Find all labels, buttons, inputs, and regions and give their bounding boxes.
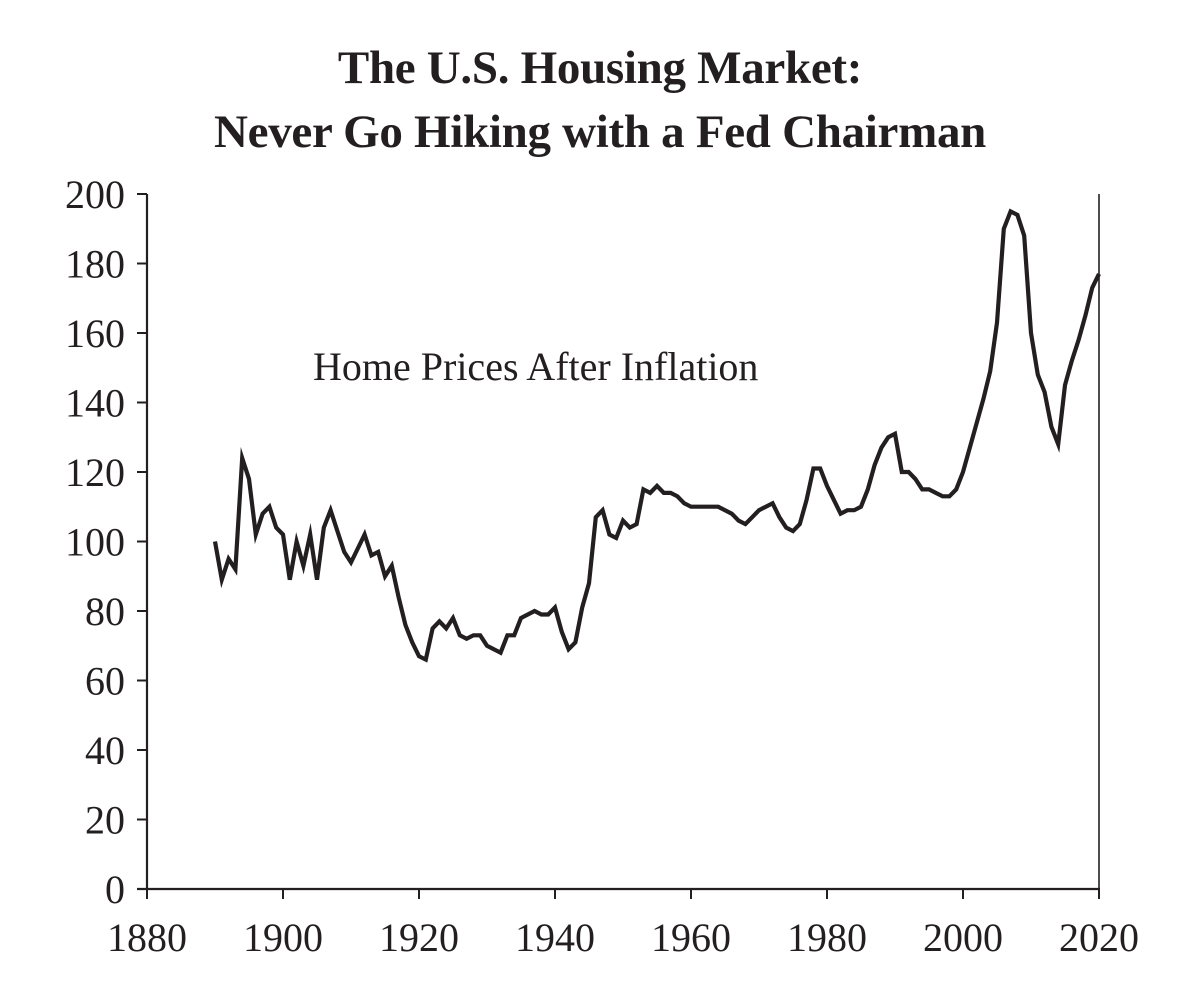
- y-tick-label: 120: [65, 450, 125, 495]
- axes: [137, 194, 1100, 891]
- y-axis-ticks: 0 20 40 60 80 100 120 140 160 180 200: [65, 172, 147, 912]
- y-tick-label: 140: [65, 381, 125, 426]
- chart-subtitle: Never Go Hiking with a Fed Chairman: [214, 106, 986, 158]
- y-tick-label: 80: [85, 589, 125, 634]
- chart-title: The U.S. Housing Market:: [337, 42, 863, 94]
- x-tick-label: 2020: [1059, 915, 1139, 960]
- series-annotation: Home Prices After Inflation: [313, 344, 758, 389]
- y-tick-label: 160: [65, 311, 125, 356]
- x-tick-label: 1980: [787, 915, 867, 960]
- x-tick-label: 2000: [923, 915, 1003, 960]
- x-tick-label: 1940: [515, 915, 595, 960]
- x-tick-label: 1960: [651, 915, 731, 960]
- y-tick-label: 180: [65, 242, 125, 287]
- series-line-home-prices: [212, 208, 1101, 663]
- x-tick-label: 1920: [379, 915, 459, 960]
- x-tick-label: 1880: [107, 915, 187, 960]
- y-tick-label: 100: [65, 520, 125, 565]
- y-tick-label: 0: [105, 867, 125, 912]
- series-group: [212, 208, 1101, 663]
- x-axis-ticks: 1880 1900 1920 1940 1960 1980 2000 2020: [107, 889, 1139, 960]
- y-tick-label: 200: [65, 172, 125, 217]
- y-tick-label: 60: [85, 659, 125, 704]
- y-tick-label: 40: [85, 728, 125, 773]
- x-tick-label: 1900: [243, 915, 323, 960]
- y-tick-label: 20: [85, 798, 125, 843]
